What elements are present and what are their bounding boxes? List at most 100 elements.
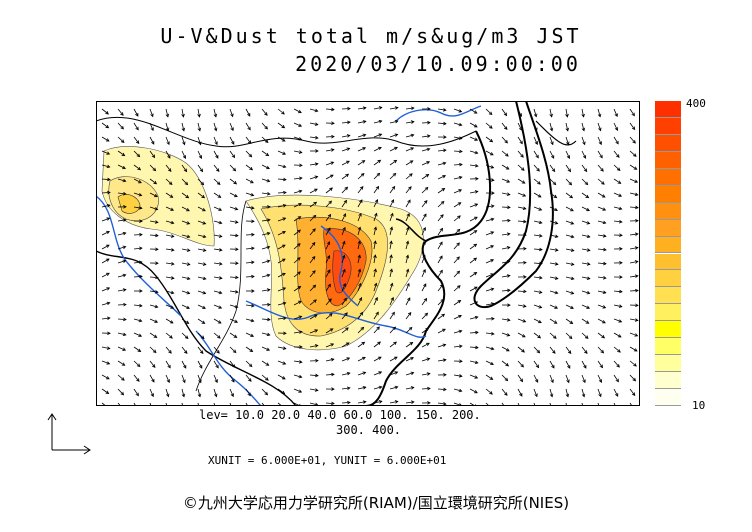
wind-arrow [165,360,171,369]
wind-arrow [597,388,602,397]
wind-arrow-head [390,212,394,217]
colorbar-swatch [655,287,681,305]
wind-arrow [245,261,254,264]
wind-arrow-head [584,350,588,354]
wind-arrow-head [474,203,479,207]
wind-arrow [293,177,302,180]
wind-arrow-head [394,400,399,404]
wind-arrow-head [139,246,143,251]
wind-arrow [629,150,637,157]
wind-arrow-head [378,106,383,110]
wind-arrow-head [362,371,367,375]
wind-arrow [485,122,493,129]
wind-arrow [261,232,270,236]
wind-arrow-head [586,262,591,266]
wind-arrow-head [439,255,443,260]
wind-arrow [485,108,493,115]
wind-arrow [325,358,334,362]
wind-arrow-head [634,318,639,322]
wind-arrow [389,283,393,292]
wind-arrow [469,272,477,278]
wind-arrow-head [106,217,111,221]
wind-arrow [357,297,362,306]
wind-arrow [517,122,523,131]
wind-arrow [517,150,524,158]
wind-arrow-head [394,356,398,360]
wind-arrow-head [186,234,191,239]
wind-arrow [421,241,426,250]
wind-arrow-head [347,106,351,111]
wind-arrow [597,206,606,211]
wind-arrow-head [522,319,527,323]
wind-arrow-head [184,181,189,186]
wind-arrow [261,136,269,143]
wind-arrow [213,108,217,117]
wind-arrow-head [602,220,607,225]
wind-arrow [469,346,479,349]
wind-arrow-head [490,259,495,263]
wind-arrow-head [166,393,170,398]
wind-arrow [309,215,316,222]
wind-arrow [597,318,606,324]
wind-arrow [213,388,217,397]
wind-arrow [453,176,462,180]
wind-arrow [389,356,398,362]
wind-arrow-head [314,344,319,348]
wind-arrow [213,360,219,369]
wind-arrow [613,360,620,368]
wind-arrow-head [408,326,413,331]
wind-arrow [437,214,444,222]
wind-arrow-head [439,284,444,288]
wind-arrow-head [107,177,111,182]
wind-arrow [549,248,558,251]
wind-arrow [165,234,174,237]
wind-arrow [181,276,190,280]
wind-arrow [229,388,234,397]
wind-arrow-head [635,218,639,223]
wind-arrow [197,318,205,324]
colorbar-swatch [655,219,681,237]
wind-arrow [373,107,382,110]
wind-arrow-head [202,291,207,295]
wind-arrow-head [346,160,350,165]
wind-arrow [373,371,382,376]
wind-arrow [533,192,542,198]
wind-arrow-head [233,334,238,338]
wind-arrow [517,318,526,323]
wind-arrow-head [554,248,559,252]
wind-arrow-head [425,174,430,178]
wind-arrow [181,290,190,294]
wind-arrow [517,332,526,338]
color-bar [655,101,681,406]
wind-arrow [357,107,366,110]
wind-arrow-head [182,155,186,159]
wind-arrow [373,173,380,180]
wind-arrow-head [232,349,237,354]
wind-arrow-head [410,120,415,124]
wind-arrow-head [358,297,363,301]
wind-arrow [501,122,508,130]
wind-arrow-head [565,127,569,132]
wind-arrow-head [375,311,379,316]
wind-arrow [325,187,333,194]
wind-arrow [549,346,556,354]
wind-arrow [261,178,270,182]
wind-arrow-head [425,327,430,332]
wind-arrow [229,374,235,383]
wind-arrow-head [377,159,382,164]
wind-arrow [245,402,249,406]
wind-arrow [197,346,204,354]
wind-arrow [149,290,158,293]
wind-arrow [293,360,302,363]
wind-arrow-head [634,274,639,278]
wind-arrow-head [617,334,622,338]
wind-arrow-head [374,199,379,203]
wind-arrow-head [567,168,571,173]
wind-arrow-head [539,247,543,252]
wind-arrow-head [346,357,351,361]
wind-arrow [293,271,301,278]
wind-arrow [261,246,270,250]
wind-arrow [533,178,541,185]
wind-arrow [181,178,188,185]
wind-arrow-head [250,206,255,210]
